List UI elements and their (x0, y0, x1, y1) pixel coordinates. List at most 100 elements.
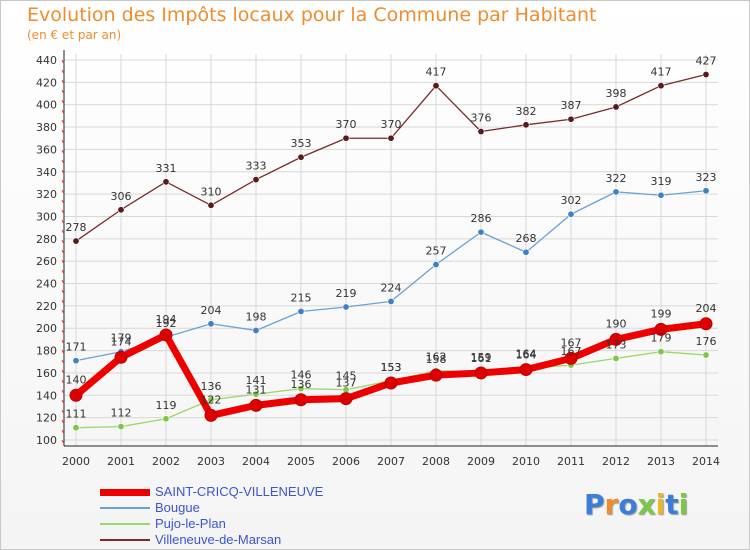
data-label-2: 162 (426, 351, 447, 364)
y-axis-minor-tick (61, 79, 65, 85)
data-label-3: 382 (516, 105, 537, 118)
y-tick-label: 320 (36, 188, 57, 201)
legend-item-villeneuve: Villeneuve-de-Marsan (100, 532, 460, 548)
series-point-1 (477, 228, 485, 236)
series-point-3 (477, 128, 485, 136)
y-axis-minor-tick (61, 119, 65, 125)
proxiti-logo: Proxiti (584, 488, 688, 521)
series-point-0 (609, 332, 623, 346)
data-label-1: 268 (516, 232, 537, 245)
x-tick-label: 2012 (602, 455, 630, 468)
legend-item-bougue: Bougue (100, 500, 460, 516)
x-tick-label: 2000 (62, 455, 90, 468)
data-label-0: 174 (111, 335, 132, 348)
series-point-2 (162, 415, 170, 423)
data-label-3: 310 (201, 185, 222, 198)
x-tick-label: 2006 (332, 455, 360, 468)
x-tick-label: 2001 (107, 455, 135, 468)
series-point-0 (294, 393, 308, 407)
y-tick-label: 280 (36, 233, 57, 246)
data-label-1: 219 (336, 287, 357, 300)
legend-label-villeneuve: Villeneuve-de-Marsan (155, 532, 282, 547)
data-label-3: 376 (471, 112, 492, 125)
data-label-3: 370 (336, 118, 357, 131)
data-label-3: 306 (111, 190, 132, 203)
legend-label-saint-cricq: SAINT-CRICQ-VILLENEUVE (155, 484, 324, 499)
series-point-0 (339, 392, 353, 406)
y-axis-minor-tick (61, 419, 65, 425)
series-point-1 (612, 188, 620, 196)
series-point-0 (474, 366, 488, 380)
y-axis-minor-tick (61, 169, 65, 175)
y-axis-minor-tick (61, 439, 65, 445)
data-label-0: 140 (66, 373, 87, 386)
data-label-0: 199 (651, 307, 672, 320)
series-point-2 (657, 348, 665, 356)
series-point-3 (567, 115, 575, 123)
y-axis-minor-tick (61, 329, 65, 335)
data-label-2: 146 (291, 369, 312, 382)
data-label-2: 167 (561, 345, 582, 358)
data-label-2: 145 (336, 370, 357, 383)
series-point-1 (297, 307, 305, 315)
y-axis-minor-tick (61, 59, 65, 65)
series-point-0 (114, 350, 128, 364)
data-label-1: 257 (426, 245, 447, 258)
y-axis-minor-tick (61, 349, 65, 355)
data-label-3: 417 (426, 66, 447, 79)
series-point-2 (117, 423, 125, 431)
logo-letter: x (637, 488, 656, 521)
y-axis-minor-tick (61, 69, 65, 75)
series-point-3 (297, 153, 305, 161)
y-tick-label: 380 (36, 121, 57, 134)
y-axis-minor-tick (61, 339, 65, 345)
series-point-1 (702, 187, 710, 195)
y-axis-minor-tick (61, 389, 65, 395)
series-point-1 (342, 303, 350, 311)
data-label-0: 164 (516, 348, 537, 361)
y-tick-label: 300 (36, 210, 57, 223)
series-point-3 (72, 237, 80, 245)
series-point-0 (564, 351, 578, 365)
x-tick-label: 2005 (287, 455, 315, 468)
series-point-3 (702, 71, 710, 79)
logo-letter: P (584, 488, 605, 521)
y-tick-label: 200 (36, 322, 57, 335)
chart-title: Evolution des Impôts locaux pour la Comm… (27, 4, 597, 26)
y-tick-label: 180 (36, 345, 57, 358)
data-label-2: 179 (651, 332, 672, 345)
y-axis-minor-tick (61, 179, 65, 185)
data-label-0: 190 (606, 317, 627, 330)
data-label-0: 159 (471, 351, 492, 364)
y-tick-label: 340 (36, 166, 57, 179)
data-label-1: 215 (291, 291, 312, 304)
data-label-0: 167 (561, 336, 582, 349)
data-label-0: 122 (201, 393, 222, 406)
series-point-0 (159, 328, 173, 342)
data-label-0: 136 (291, 378, 312, 391)
series-point-1 (522, 248, 530, 256)
series-point-3 (117, 206, 125, 214)
legend-swatch-pujo-le-plan (100, 523, 150, 525)
data-label-2: 136 (201, 380, 222, 393)
legend-label-pujo-le-plan: Pujo-le-Plan (155, 516, 226, 531)
x-tick-label: 2008 (422, 455, 450, 468)
data-label-3: 333 (246, 160, 267, 173)
x-tick-label: 2014 (692, 455, 720, 468)
y-axis-minor-tick (61, 379, 65, 385)
data-label-1: 192 (156, 317, 177, 330)
x-tick-label: 2009 (467, 455, 495, 468)
series-point-0 (429, 368, 443, 382)
y-tick-label: 400 (36, 99, 57, 112)
data-label-1: 179 (111, 332, 132, 345)
data-label-0: 131 (246, 383, 267, 396)
y-axis-minor-tick (61, 239, 65, 245)
series-point-0 (384, 376, 398, 390)
series-point-1 (252, 326, 260, 334)
y-axis-minor-tick (61, 189, 65, 195)
data-label-3: 353 (291, 137, 312, 150)
legend-swatch-villeneuve (100, 539, 150, 541)
x-tick-label: 2003 (197, 455, 225, 468)
data-label-1: 323 (696, 171, 717, 184)
